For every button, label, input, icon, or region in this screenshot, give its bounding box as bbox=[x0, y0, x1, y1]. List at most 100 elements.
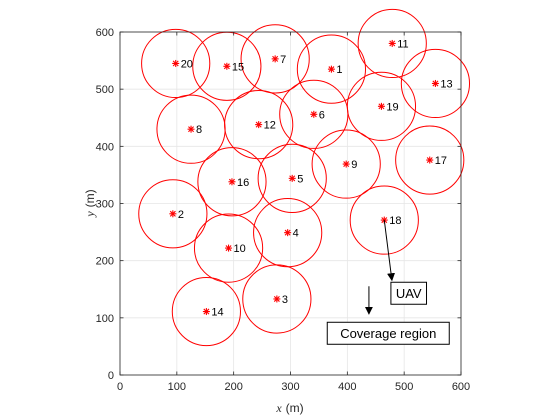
x-tick-label: 0 bbox=[117, 381, 123, 393]
marker-stroke bbox=[310, 111, 317, 118]
point-label-8: 8 bbox=[196, 124, 202, 136]
uav-arrow bbox=[383, 220, 395, 282]
marker-stroke bbox=[203, 308, 210, 315]
uav-marker bbox=[172, 59, 180, 67]
coverage-region-box bbox=[326, 321, 450, 345]
marker-stroke bbox=[328, 66, 335, 73]
point-label-18: 18 bbox=[389, 215, 401, 227]
x-tick-label: 300 bbox=[281, 381, 299, 393]
uav-label: UAV bbox=[396, 286, 422, 301]
coverage-circle bbox=[296, 34, 367, 104]
uav-marker bbox=[228, 178, 236, 186]
marker-stroke bbox=[432, 80, 439, 87]
x-axis-unit: (m) bbox=[286, 401, 304, 415]
point-label-3: 3 bbox=[282, 294, 288, 306]
coverage-circle bbox=[171, 276, 241, 347]
point-label-13: 13 bbox=[440, 78, 452, 90]
point-label-12: 12 bbox=[264, 120, 276, 132]
marker-stroke bbox=[169, 210, 176, 217]
coverage-circle bbox=[253, 198, 323, 268]
point-label-7: 7 bbox=[280, 54, 286, 66]
x-tick-label: 100 bbox=[168, 381, 186, 393]
uav-marker bbox=[223, 62, 231, 70]
marker-stroke bbox=[255, 121, 262, 128]
uav-marker bbox=[310, 110, 318, 118]
uav-marker bbox=[169, 210, 177, 218]
marker-stroke bbox=[272, 55, 279, 62]
uav-marker bbox=[284, 229, 292, 237]
coverage-circle bbox=[138, 179, 208, 249]
y-axis-label: y (m) bbox=[83, 189, 97, 217]
marker-stroke bbox=[289, 175, 296, 182]
uav-marker bbox=[388, 39, 396, 47]
coverage-circle bbox=[346, 71, 417, 141]
marker-stroke bbox=[426, 157, 433, 164]
marker-stroke bbox=[389, 40, 396, 47]
uav-marker bbox=[255, 121, 263, 129]
coverage-circle bbox=[357, 8, 427, 79]
uav-marker bbox=[271, 55, 279, 63]
uav-marker bbox=[327, 65, 335, 73]
coverage-circle bbox=[193, 213, 264, 283]
y-tick-label: 400 bbox=[96, 141, 114, 153]
marker-stroke bbox=[225, 245, 232, 252]
coverage-circle bbox=[349, 185, 419, 255]
x-tick-label: 500 bbox=[395, 381, 413, 393]
marker-stroke bbox=[378, 103, 385, 110]
coverage-circle bbox=[311, 129, 381, 199]
uav-box bbox=[390, 281, 428, 305]
point-label-19: 19 bbox=[386, 101, 398, 113]
uav-marker bbox=[273, 295, 281, 303]
x-axis-label: x (m) bbox=[275, 401, 303, 415]
coverage-circle bbox=[141, 28, 211, 99]
marker-stroke bbox=[284, 229, 291, 236]
x-tick-label: 600 bbox=[452, 381, 470, 393]
y-tick-label: 300 bbox=[96, 199, 114, 211]
annotations: UAV Coverage region bbox=[326, 220, 450, 345]
point-label-2: 2 bbox=[178, 209, 184, 221]
marker-stroke bbox=[188, 126, 195, 133]
point-label-11: 11 bbox=[397, 38, 408, 50]
coverage-circles bbox=[138, 8, 471, 347]
uav-marker bbox=[225, 244, 233, 252]
marker-stroke bbox=[223, 63, 230, 70]
y-axis-var: y bbox=[83, 211, 97, 218]
uav-marker bbox=[288, 174, 296, 182]
point-label-16: 16 bbox=[237, 177, 249, 189]
y-tick-label: 100 bbox=[96, 313, 114, 325]
point-label-10: 10 bbox=[234, 243, 246, 255]
y-tick-label: 500 bbox=[96, 84, 114, 96]
marker-stroke bbox=[172, 60, 179, 67]
y-tick-label: 0 bbox=[108, 370, 114, 382]
coverage-circle bbox=[257, 143, 327, 213]
point-label-14: 14 bbox=[211, 307, 223, 319]
point-label-6: 6 bbox=[319, 109, 325, 121]
y-axis-unit: (m) bbox=[83, 189, 97, 207]
uav-marker bbox=[426, 156, 434, 164]
coverage-circle bbox=[240, 24, 310, 94]
x-tick-label: 200 bbox=[224, 381, 242, 393]
point-label-15: 15 bbox=[232, 61, 244, 73]
point-label-9: 9 bbox=[351, 159, 357, 171]
marker-stroke bbox=[228, 178, 235, 185]
x-tick-label: 400 bbox=[338, 381, 356, 393]
coverage-circle bbox=[224, 90, 294, 160]
point-label-4: 4 bbox=[293, 228, 299, 240]
point-label-20: 20 bbox=[181, 58, 193, 70]
y-tick-label: 200 bbox=[96, 256, 114, 268]
coverage-circle bbox=[197, 147, 267, 217]
point-label-17: 17 bbox=[435, 155, 447, 167]
marker-stroke bbox=[343, 161, 350, 168]
uav-marker bbox=[431, 79, 439, 87]
point-label-1: 1 bbox=[336, 64, 342, 76]
point-label-5: 5 bbox=[297, 173, 303, 185]
uav-marker bbox=[187, 125, 195, 133]
uav-marker bbox=[377, 102, 385, 110]
x-axis-var: x bbox=[275, 401, 282, 415]
uav-markers bbox=[169, 39, 439, 316]
uav-marker bbox=[342, 160, 350, 168]
y-tick-label: 600 bbox=[96, 27, 114, 39]
coverage-circle bbox=[400, 48, 471, 119]
